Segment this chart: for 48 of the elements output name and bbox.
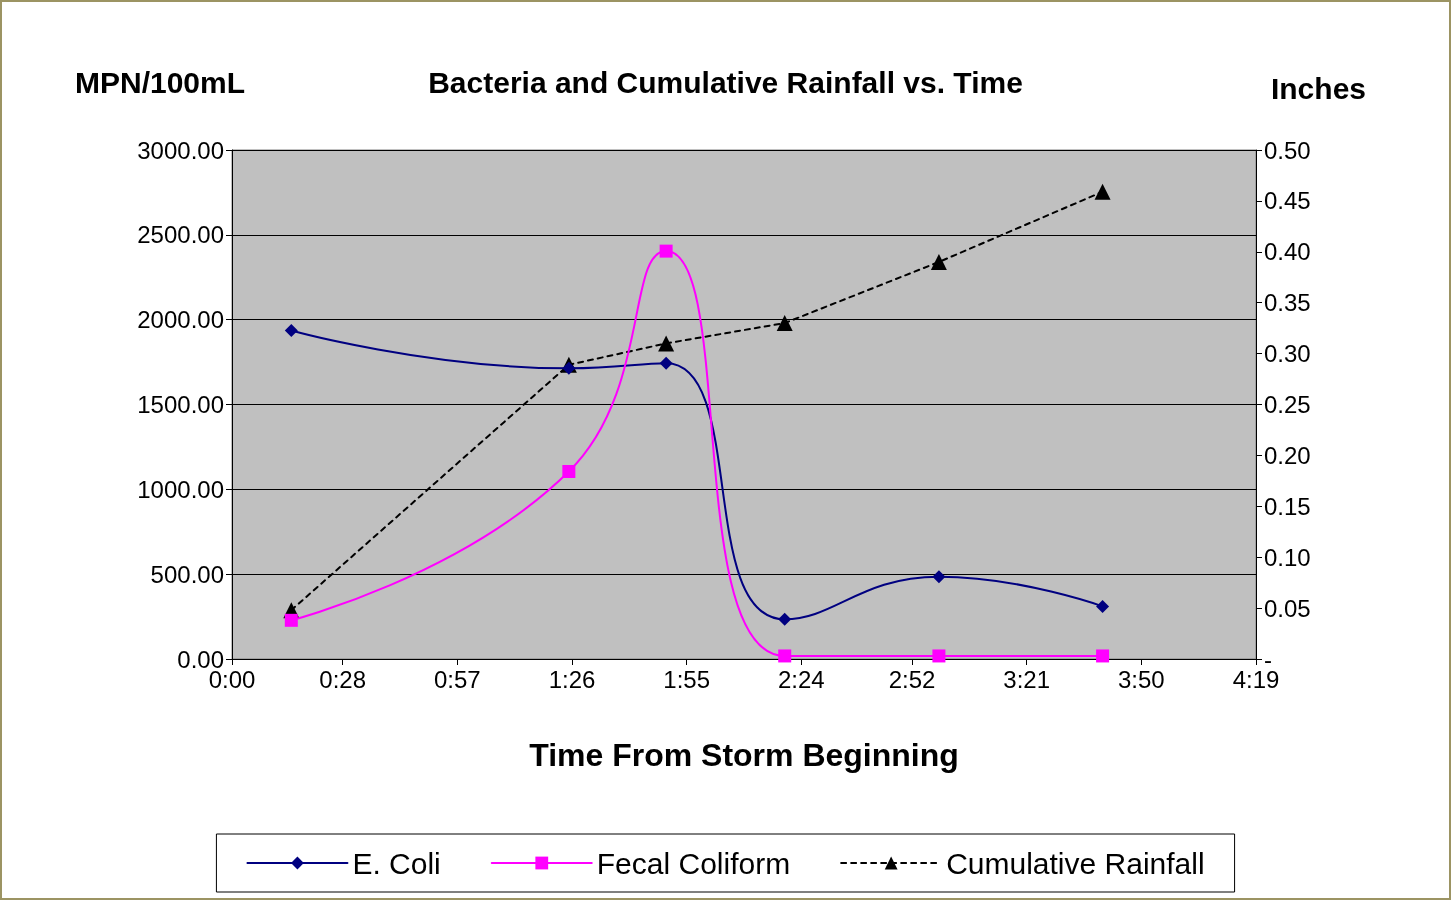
legend-label: E. Coli bbox=[352, 846, 441, 880]
x-tick-label: 3:21 bbox=[1003, 665, 1051, 693]
point bbox=[284, 613, 298, 627]
y-tick-label: 500.00 bbox=[150, 560, 224, 588]
legend-label: Fecal Coliform bbox=[596, 846, 791, 880]
y-tick-label: 3000.00 bbox=[137, 136, 224, 164]
chart-title: Bacteria and Cumulative Rainfall vs. Time bbox=[428, 65, 1023, 99]
point bbox=[776, 315, 793, 332]
x-tick-label: 2:24 bbox=[777, 665, 825, 693]
x-tick-label: 3:50 bbox=[1117, 665, 1165, 693]
y2-tick-label: 0.10 bbox=[1264, 543, 1311, 571]
x-tick-label: 0:57 bbox=[434, 665, 481, 693]
y2-tick-label: 0.05 bbox=[1264, 594, 1311, 622]
y2-tick-label: 0.50 bbox=[1264, 136, 1311, 164]
y2-axis-title: Inches bbox=[1270, 71, 1367, 105]
point bbox=[659, 356, 673, 370]
point bbox=[930, 253, 947, 270]
x-axis-title: Time From Storm Beginning bbox=[529, 737, 959, 773]
legend-label: Cumulative Rainfall bbox=[946, 846, 1205, 880]
point bbox=[658, 335, 675, 352]
point bbox=[1096, 649, 1110, 663]
y2-tick-label: 0.30 bbox=[1264, 340, 1311, 368]
point bbox=[778, 612, 792, 626]
point bbox=[562, 465, 576, 479]
point bbox=[932, 570, 946, 584]
y-axis-title: MPN/100mL bbox=[75, 65, 246, 99]
y-tick-label: 1000.00 bbox=[137, 475, 224, 503]
y2-tick-label: 0.45 bbox=[1264, 187, 1311, 215]
y2-tick-label: 0.25 bbox=[1264, 391, 1311, 418]
y2-tick-label: 0.20 bbox=[1264, 441, 1311, 469]
point bbox=[1094, 183, 1111, 200]
point bbox=[778, 649, 792, 663]
y-tick-label: 1500.00 bbox=[137, 391, 224, 418]
y2-tick-label: 0.15 bbox=[1264, 492, 1311, 520]
point bbox=[932, 649, 946, 663]
x-tick-label: 1:55 bbox=[663, 665, 711, 693]
y-tick-label: 2000.00 bbox=[137, 306, 224, 334]
point bbox=[659, 244, 673, 258]
y-tick-label: 2500.00 bbox=[137, 221, 224, 249]
point bbox=[562, 361, 576, 375]
x-tick-label: 0:28 bbox=[319, 665, 367, 693]
x-tick-label: 1:26 bbox=[548, 665, 596, 693]
point bbox=[284, 324, 298, 338]
x-tick-label: 4:19 bbox=[1232, 665, 1280, 693]
point bbox=[1096, 599, 1110, 613]
y2-tick-label: 0.35 bbox=[1264, 289, 1311, 317]
x-tick-label: 2:52 bbox=[888, 665, 936, 693]
y2-tick-label: 0.40 bbox=[1264, 238, 1311, 266]
